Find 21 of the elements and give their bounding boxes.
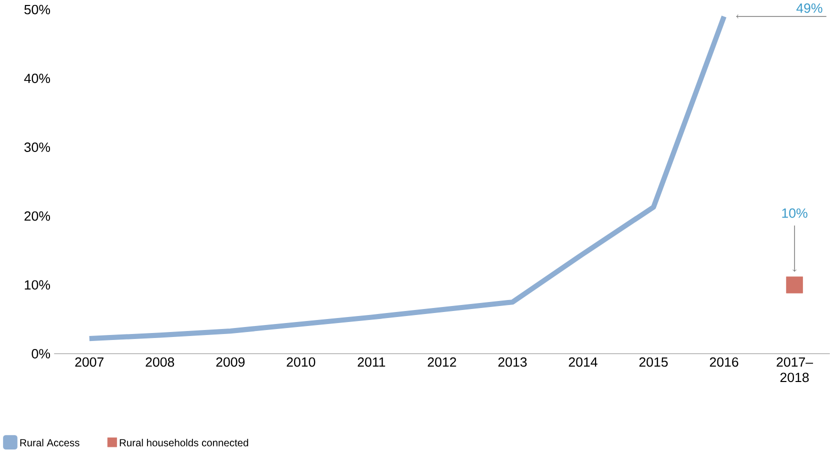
y-tick-label: 40% bbox=[24, 74, 50, 84]
x-tick-label: 2013 bbox=[498, 357, 527, 367]
y-tick-label: 10% bbox=[24, 280, 50, 290]
x-tick-label: 2015 bbox=[639, 357, 668, 367]
x-tick-label: 2009 bbox=[216, 357, 245, 367]
annotation: 10% bbox=[782, 208, 808, 218]
annotation: 49% bbox=[796, 3, 822, 13]
legend-label: Rural Access bbox=[20, 438, 80, 446]
x-tick-label: 2008 bbox=[146, 357, 174, 367]
x-tick-label: 2007 bbox=[75, 357, 104, 367]
y-tick-label: 50% bbox=[24, 4, 50, 14]
x-tick-label: 2012 bbox=[428, 357, 456, 367]
x-tick-label: 2011 bbox=[358, 357, 386, 367]
x-tick-label: 2017–2018 bbox=[776, 357, 814, 382]
legend-label: Rural households connected bbox=[120, 438, 248, 446]
x-tick-label: 2016 bbox=[710, 357, 738, 367]
y-tick-label: 0% bbox=[32, 349, 50, 358]
y-tick-label: 30% bbox=[24, 142, 50, 152]
x-tick-label: 2010 bbox=[286, 357, 316, 367]
y-tick-label: 20% bbox=[24, 211, 50, 221]
x-tick-label: 2014 bbox=[568, 357, 598, 367]
